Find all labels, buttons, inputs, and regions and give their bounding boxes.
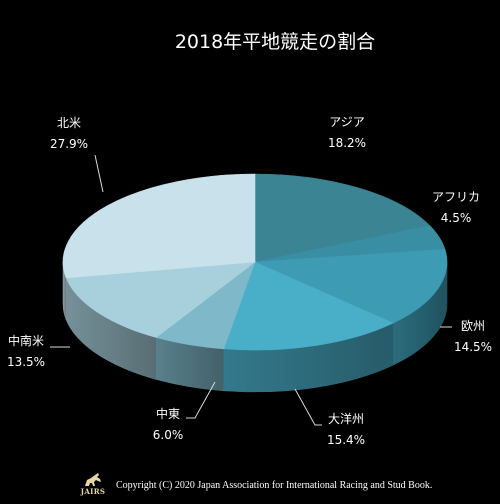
slice-percent-label: 4.5% bbox=[441, 211, 472, 225]
pie-slice-2 bbox=[254, 249, 448, 324]
pie-slice-6 bbox=[62, 173, 256, 279]
pie-side-shade-4 bbox=[156, 337, 224, 391]
slice-category-label: アジア bbox=[329, 115, 365, 129]
slice-category-label: 欧州 bbox=[461, 319, 485, 333]
leader-line-3 bbox=[294, 388, 322, 426]
pie-sides bbox=[62, 261, 448, 393]
copyright-text: Copyright (C) 2020 Japan Association for… bbox=[116, 479, 433, 491]
slice-percent-label: 13.5% bbox=[7, 355, 45, 369]
slice-percent-label: 15.4% bbox=[327, 433, 365, 447]
slice-category-label: 北米 bbox=[57, 116, 81, 130]
pie-slice-5 bbox=[65, 261, 256, 338]
slice-category-label: 中南米 bbox=[8, 333, 44, 348]
pie-slices bbox=[62, 173, 448, 351]
slice-percent-label: 6.0% bbox=[153, 428, 184, 442]
slice-percent-label: 27.9% bbox=[50, 137, 88, 151]
pie-side-shade-3 bbox=[223, 323, 394, 393]
pie-side-shade-5 bbox=[66, 277, 157, 380]
slice-category-label: 大洋州 bbox=[328, 411, 364, 426]
pie-side-shade-2 bbox=[393, 262, 448, 366]
slice-labels: アジア 18.2% アフリカ 4.5% 欧州 14.5% 大洋州 15.4% 中東 6.0% 中南米… bbox=[7, 115, 492, 447]
jairs-logo: JAIRS bbox=[78, 472, 108, 498]
logo-text: JAIRS bbox=[80, 487, 106, 496]
slice-percent-label: 18.2% bbox=[328, 136, 366, 150]
pie-slice-3 bbox=[223, 261, 395, 351]
slice-category-label: 中東 bbox=[156, 406, 180, 421]
chart-title: 2018年平地競走の割合 bbox=[175, 31, 375, 53]
leader-line-4 bbox=[186, 381, 216, 419]
leader-line-6 bbox=[94, 154, 104, 193]
pie-slice-0 bbox=[254, 173, 431, 263]
horse-icon bbox=[85, 473, 101, 486]
slice-percent-label: 14.5% bbox=[454, 340, 492, 354]
slice-category-label: アフリカ bbox=[432, 190, 480, 204]
footer: JAIRS Copyright (C) 2020 Japan Associati… bbox=[78, 472, 432, 498]
